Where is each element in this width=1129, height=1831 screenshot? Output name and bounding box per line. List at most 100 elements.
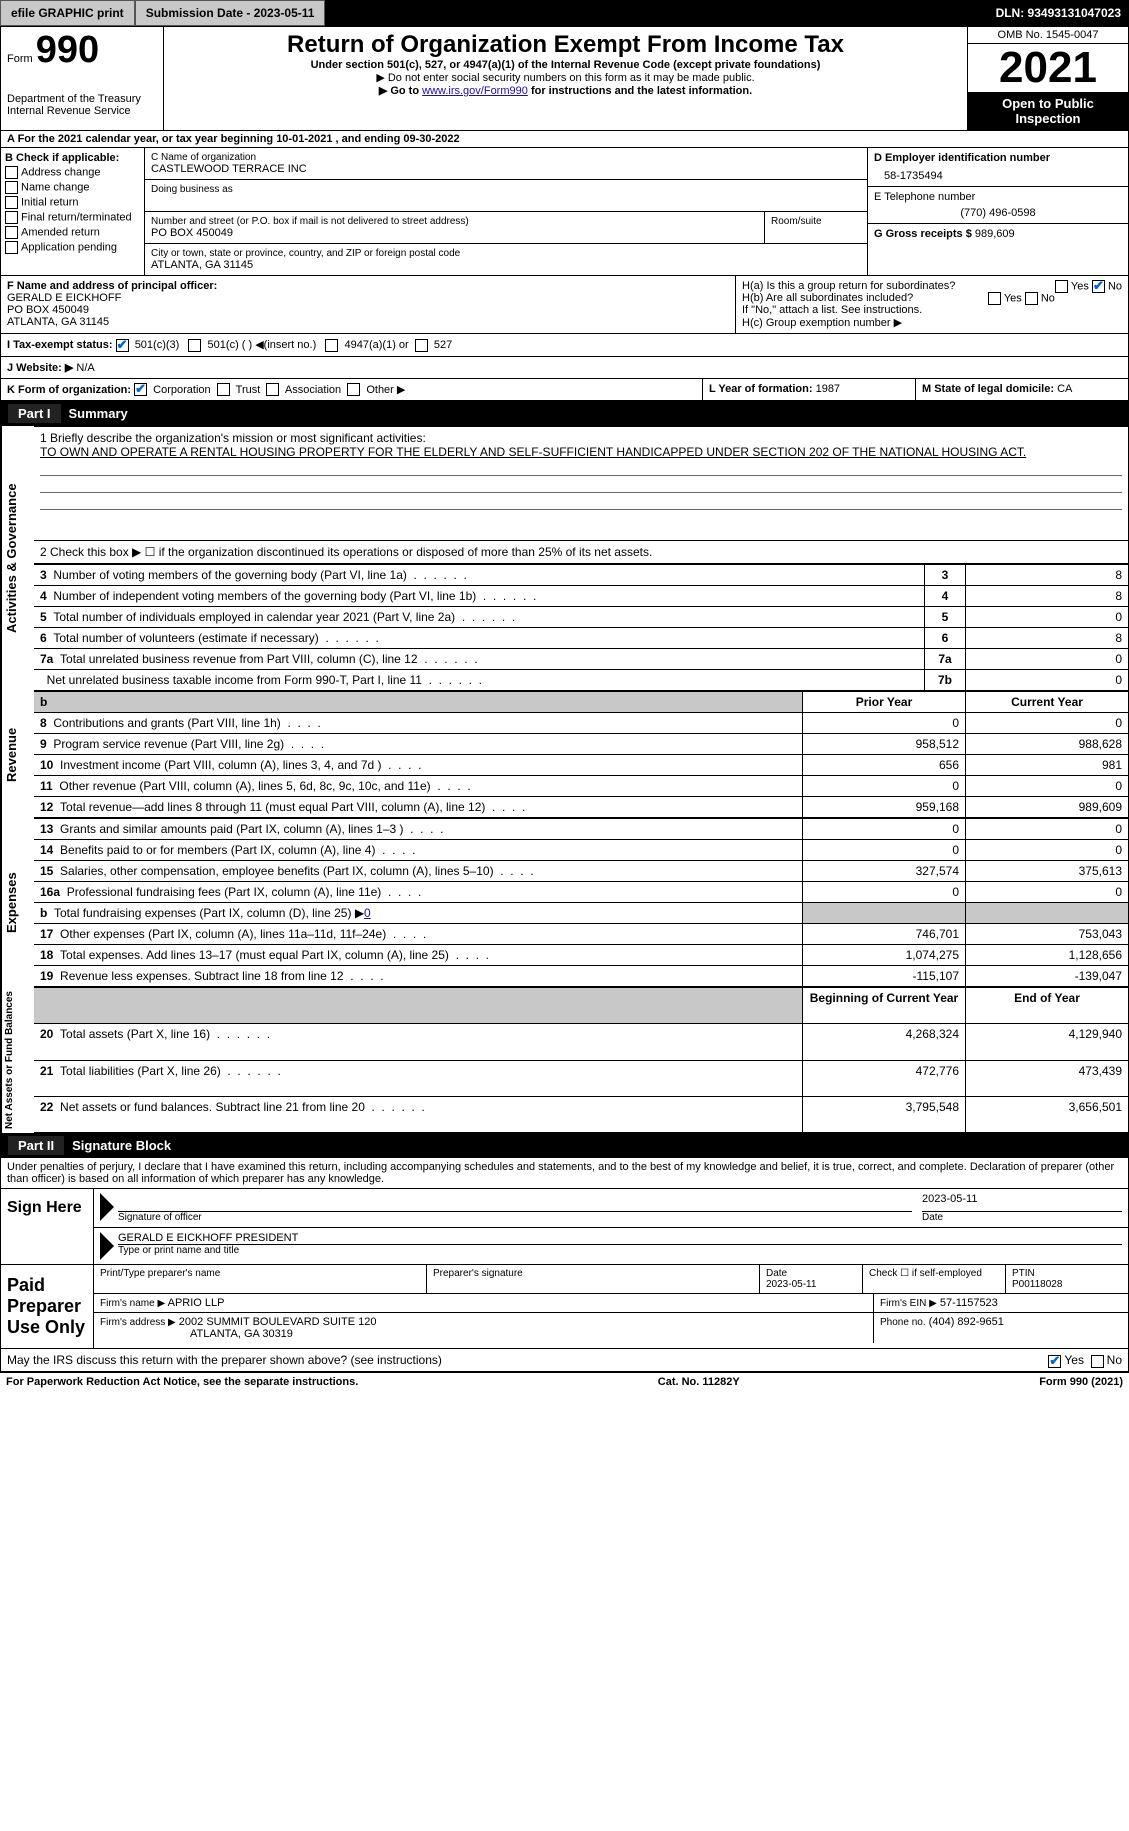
vlabel-netassets: Net Assets or Fund Balances [1,987,34,1133]
sig-arrow-icon-2 [100,1232,118,1260]
mission-text: TO OWN AND OPERATE A RENTAL HOUSING PROP… [40,445,1122,459]
city-label: City or town, state or province, country… [151,248,861,259]
prep-date: 2023-05-11 [766,1279,856,1290]
ha-row: H(a) Is this a group return for subordin… [742,280,1122,292]
col-b-checkboxes: B Check if applicable: Address change Na… [1,148,145,275]
page-footer: For Paperwork Reduction Act Notice, see … [0,1372,1129,1391]
hb-no[interactable] [1025,292,1038,305]
officer-addr1: PO BOX 450049 [7,304,729,316]
firm-ein: 57-1157523 [940,1297,998,1309]
discuss-row: May the IRS discuss this return with the… [0,1349,1129,1372]
cb-527[interactable] [415,339,428,352]
irs-link[interactable]: www.irs.gov/Form990 [422,85,528,97]
paid-preparer-block: Paid Preparer Use Only Print/Type prepar… [0,1265,1129,1349]
cb-other[interactable] [347,383,360,396]
revenue-section: Revenue b Prior Year Current Year8 Contr… [0,691,1129,818]
cb-4947[interactable] [325,339,338,352]
prep-date-label: Date [766,1268,856,1279]
cb-assoc[interactable] [266,383,279,396]
form-header: Form 990 Department of the Treasury Inte… [0,27,1129,131]
cb-name-change[interactable]: Name change [5,181,140,194]
sig-arrow-icon [100,1193,118,1223]
hc-row: H(c) Group exemption number ▶ [742,316,1122,329]
note-pre: ▶ Go to [379,85,422,97]
expenses-section: Expenses 13 Grants and similar amounts p… [0,818,1129,987]
vlabel-governance: Activities & Governance [1,426,34,691]
officer-addr2: ATLANTA, GA 31145 [7,316,729,328]
part2-title: Signature Block [72,1138,171,1153]
ha-yes[interactable] [1055,280,1068,293]
hb-yes[interactable] [988,292,1001,305]
cb-amended-return[interactable]: Amended return [5,226,140,239]
prep-sig-label: Preparer's signature [433,1268,753,1279]
submission-date-button[interactable]: Submission Date - 2023-05-11 [135,0,326,26]
cb-501c3[interactable] [116,339,129,352]
dln-text: DLN: 93493131047023 [996,6,1121,20]
cb-address-change[interactable]: Address change [5,166,140,179]
form-id-box: Form 990 Department of the Treasury Inte… [1,27,164,130]
firm-name-label: Firm's name ▶ [100,1298,165,1309]
header-right: OMB No. 1545-0047 2021 Open to Public In… [967,27,1128,130]
cb-initial-return[interactable]: Initial return [5,196,140,209]
officer-printed-name: GERALD E EICKHOFF PRESIDENT [118,1232,1122,1245]
cb-final-return[interactable]: Final return/terminated [5,211,140,224]
org-city: ATLANTA, GA 31145 [151,259,861,271]
c-name-label: C Name of organization [151,152,861,163]
gov-table: 3 Number of voting members of the govern… [34,564,1129,691]
revenue-table: b Prior Year Current Year8 Contributions… [34,691,1129,818]
org-name: CASTLEWOOD TERRACE INC [151,163,861,175]
cb-501c[interactable] [188,339,201,352]
expenses-table: 13 Grants and similar amounts paid (Part… [34,818,1129,987]
note-ssn: ▶ Do not enter social security numbers o… [170,71,961,84]
phone-value: (770) 496-0598 [874,203,1122,219]
self-employed-check[interactable]: Check ☐ if self-employed [863,1265,1006,1293]
top-bar: efile GRAPHIC print Submission Date - 20… [0,0,1129,27]
website-value: N/A [76,362,94,374]
omb-number: OMB No. 1545-0047 [968,27,1128,44]
vlabel-expenses: Expenses [1,818,34,987]
gross-label: G Gross receipts $ [874,228,972,240]
l-label: L Year of formation: [709,383,813,395]
netassets-table: Beginning of Current Year End of Year20 … [34,987,1129,1133]
part2-num: Part II [8,1136,64,1155]
firm-phone-label: Phone no. [880,1317,926,1328]
i-label: I Tax-exempt status: [7,339,113,351]
footer-mid: Cat. No. 11282Y [658,1376,740,1388]
m-label: M State of legal domicile: [922,383,1054,395]
k-label: K Form of organization: [7,384,131,396]
hb-note: If "No," attach a list. See instructions… [742,304,1122,316]
org-address: PO BOX 450049 [151,227,758,239]
firm-name: APRIO LLP [168,1297,225,1309]
year-formation: 1987 [816,383,840,395]
cb-application-pending[interactable]: Application pending [5,241,140,254]
dln-bar: DLN: 93493131047023 [325,0,1129,26]
efile-print-button[interactable]: efile GRAPHIC print [0,0,135,26]
firm-addr1: 2002 SUMMIT BOULEVARD SUITE 120 [179,1316,377,1328]
footer-right: Form 990 (2021) [1039,1376,1123,1388]
ptin-value: P00118028 [1012,1279,1122,1290]
i-row: I Tax-exempt status: 501(c)(3) 501(c) ( … [0,334,1129,357]
sign-here-label: Sign Here [1,1189,94,1264]
footer-left: For Paperwork Reduction Act Notice, see … [6,1376,358,1388]
form-title: Return of Organization Exempt From Incom… [170,31,961,59]
prep-name-label: Print/Type preparer's name [100,1268,420,1279]
j-label: J Website: ▶ [7,362,73,374]
f-h-block: F Name and address of principal officer:… [0,276,1129,334]
discuss-no[interactable] [1091,1355,1104,1368]
part1-header: Part I Summary [0,401,1129,426]
governance-section: Activities & Governance 1 Briefly descri… [0,426,1129,691]
discuss-yes[interactable] [1048,1355,1061,1368]
penalty-text: Under penalties of perjury, I declare th… [0,1158,1129,1189]
phone-label: E Telephone number [874,191,1122,203]
paid-preparer-label: Paid Preparer Use Only [1,1265,94,1348]
cb-corp[interactable] [134,383,147,396]
col-d-nums: D Employer identification number 58-1735… [867,148,1128,275]
cb-trust[interactable] [217,383,230,396]
ein-label: D Employer identification number [874,152,1122,164]
note-post: for instructions and the latest informat… [531,85,752,97]
ha-no[interactable] [1092,280,1105,293]
q2-row: 2 Check this box ▶ ☐ if the organization… [34,541,1129,564]
dept-label: Department of the Treasury Internal Reve… [7,93,157,117]
state-domicile: CA [1057,383,1072,395]
form-number: 990 [36,29,99,71]
